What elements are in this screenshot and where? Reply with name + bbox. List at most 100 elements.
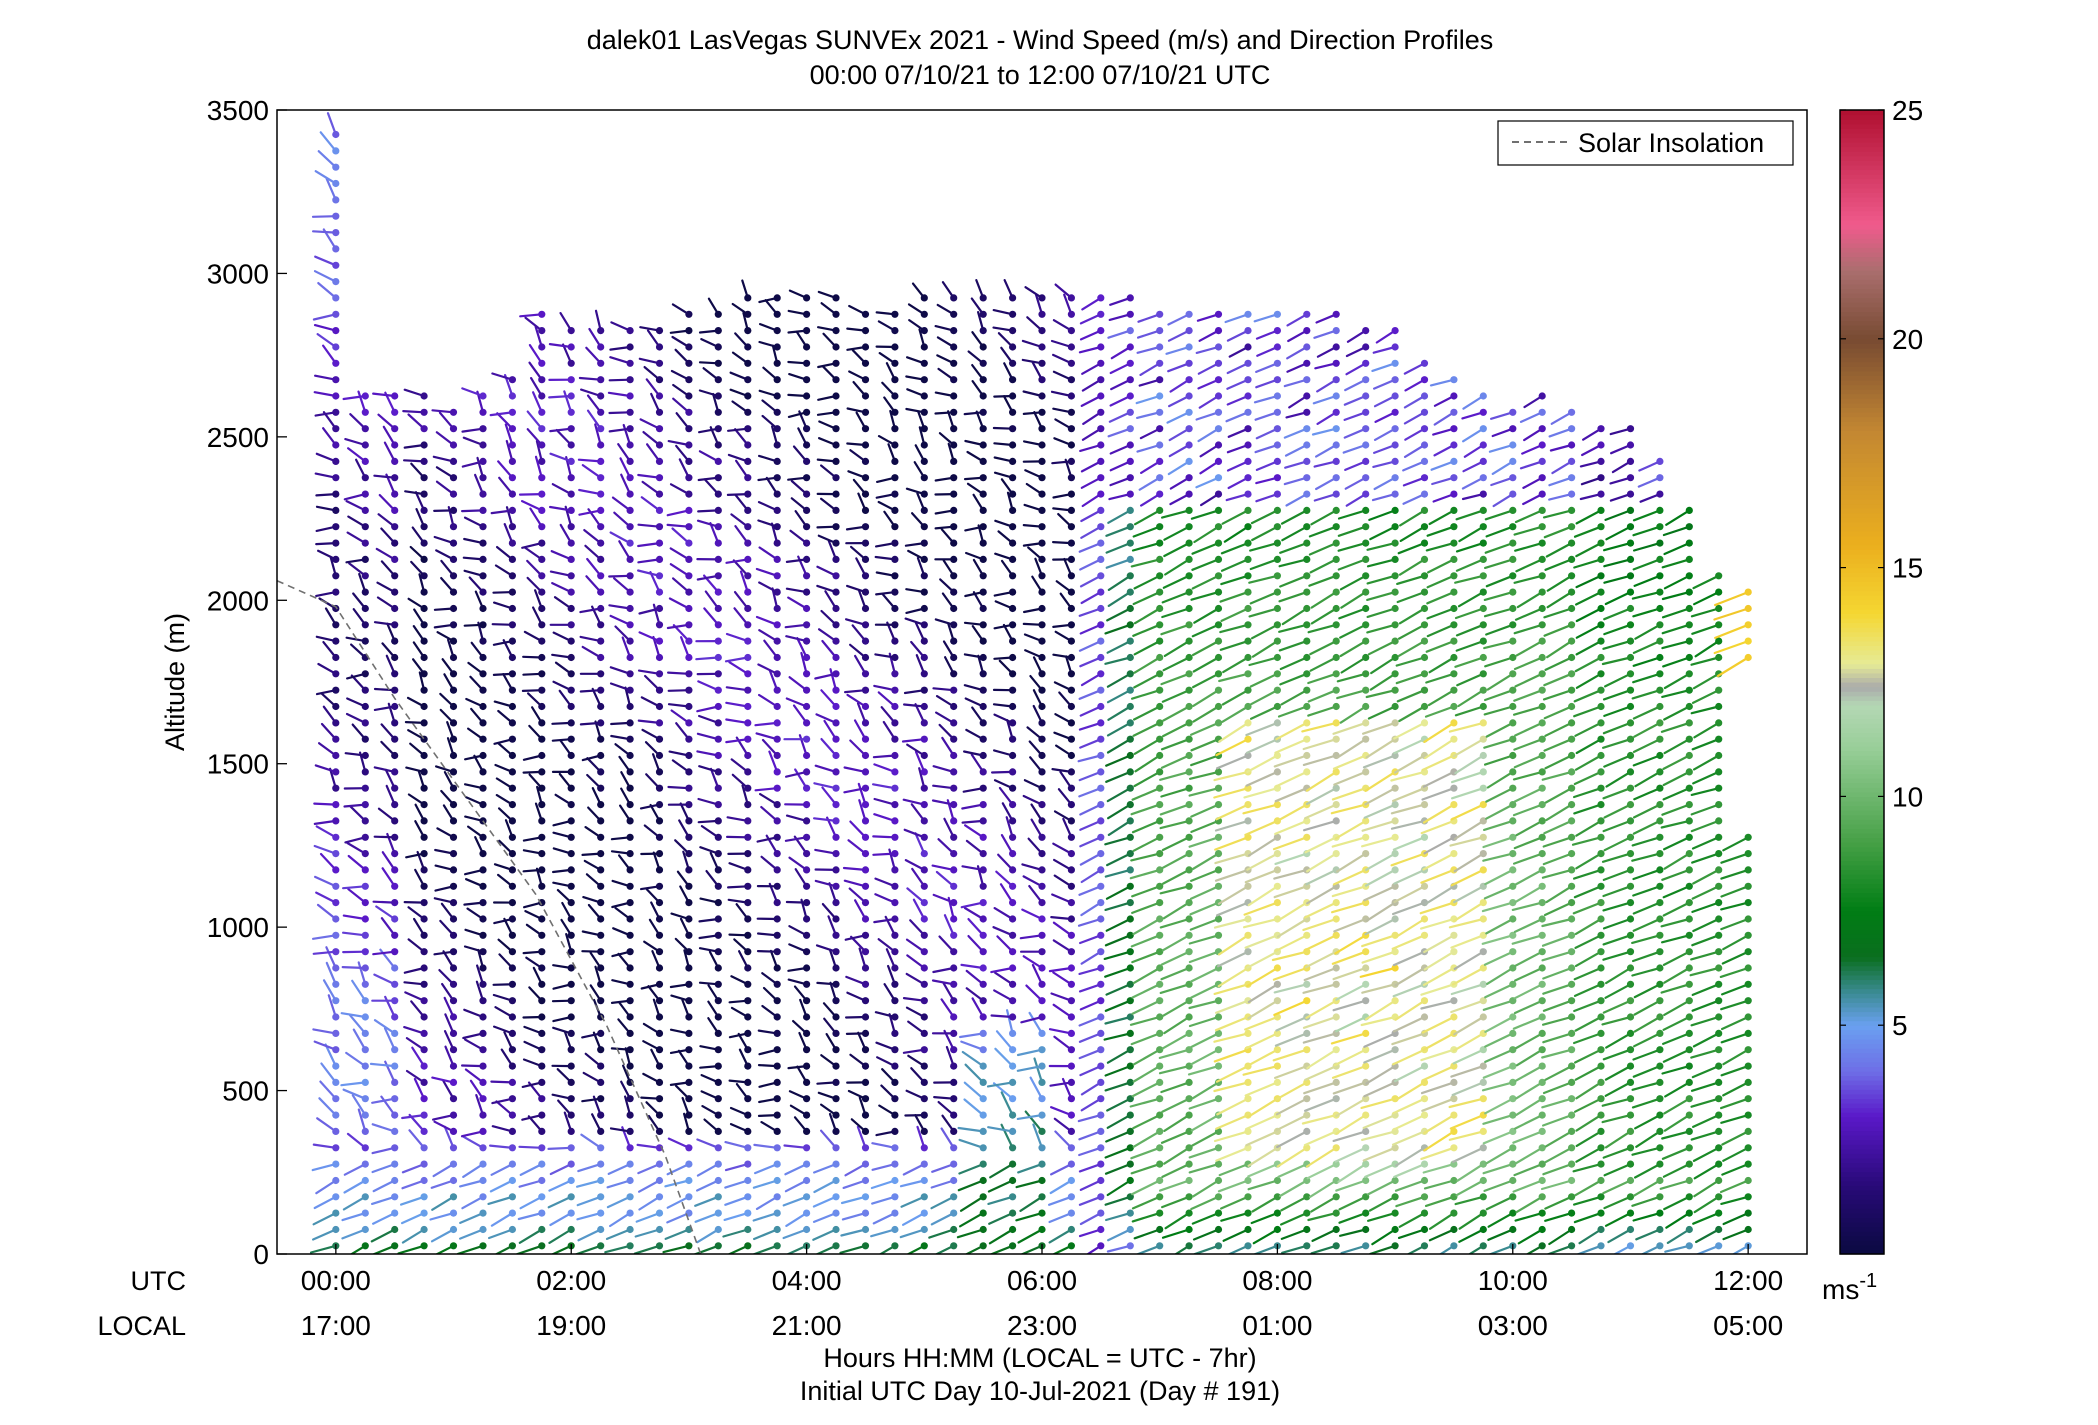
wind-barb-stick bbox=[1483, 885, 1514, 900]
wind-barb-stick bbox=[844, 1162, 867, 1177]
wind-barb-point bbox=[1479, 506, 1487, 514]
wind-barb-point bbox=[1214, 850, 1223, 858]
wind-barb-stick bbox=[1162, 656, 1191, 672]
wind-barb-point bbox=[1038, 735, 1046, 743]
wind-barb-point bbox=[920, 850, 928, 858]
wind-barb-point bbox=[773, 1225, 781, 1234]
wind-barb-point bbox=[655, 572, 664, 580]
wind-barb-stick bbox=[1244, 819, 1279, 837]
wind-barb-point bbox=[626, 784, 634, 792]
wind-barb-stick bbox=[649, 570, 661, 594]
wind-barb-stick bbox=[1573, 1211, 1603, 1224]
wind-barb-point bbox=[508, 408, 516, 416]
wind-barb-point bbox=[979, 882, 987, 890]
wind-barb-point bbox=[1303, 980, 1311, 988]
wind-barb-point bbox=[1479, 1209, 1487, 1217]
wind-barb-point bbox=[420, 621, 428, 629]
wind-barb-stick bbox=[1078, 1130, 1102, 1141]
wind-barb-point bbox=[361, 457, 369, 465]
wind-barb-point bbox=[1185, 523, 1193, 531]
wind-barb-point bbox=[655, 588, 664, 596]
wind-barb-stick bbox=[1308, 525, 1338, 538]
wind-barb-stick bbox=[371, 1146, 396, 1155]
wind-barb-point bbox=[1303, 702, 1311, 711]
wind-barb-stick bbox=[1575, 607, 1603, 623]
wind-barb-stick bbox=[1330, 1032, 1367, 1045]
wind-barb-point bbox=[1214, 1193, 1223, 1201]
wind-barb-point bbox=[685, 637, 693, 645]
wind-barb-point bbox=[803, 833, 811, 841]
wind-barb-stick bbox=[1424, 738, 1456, 760]
wind-barb-stick bbox=[1191, 1179, 1220, 1198]
wind-barb-point bbox=[1391, 506, 1399, 514]
wind-barb-stick bbox=[635, 1211, 661, 1223]
wind-barb-stick bbox=[823, 719, 838, 741]
wind-barb-stick bbox=[1214, 1015, 1250, 1032]
wind-barb-point bbox=[1214, 376, 1223, 384]
wind-barb-point bbox=[1597, 850, 1605, 858]
wind-barb-stick bbox=[604, 1244, 632, 1254]
wind-barb-point bbox=[1332, 1095, 1340, 1103]
wind-barb-point bbox=[803, 539, 811, 547]
wind-barb-point bbox=[950, 751, 958, 760]
wind-barb-stick bbox=[1313, 460, 1338, 468]
wind-barb-stick bbox=[342, 394, 367, 401]
wind-barb-point bbox=[832, 964, 840, 972]
wind-barb-stick bbox=[577, 458, 602, 463]
wind-barb-stick bbox=[1130, 803, 1161, 816]
wind-barb-point bbox=[861, 686, 870, 694]
wind-barb-stick bbox=[1130, 689, 1161, 700]
wind-barb-stick bbox=[930, 1211, 955, 1226]
wind-barb-stick bbox=[1572, 787, 1603, 799]
wind-barb-point bbox=[1538, 964, 1546, 972]
wind-barb-stick bbox=[1276, 1146, 1308, 1168]
wind-barb-point bbox=[1538, 1193, 1546, 1201]
wind-barb-stick bbox=[372, 1211, 396, 1225]
wind-barb-point bbox=[538, 1242, 546, 1250]
wind-barb-point bbox=[1597, 539, 1605, 547]
wind-barb-stick bbox=[1575, 1113, 1603, 1132]
wind-barb-point bbox=[1568, 1029, 1576, 1037]
wind-barb-point bbox=[950, 719, 958, 727]
wind-barb-point bbox=[1479, 702, 1487, 711]
wind-barb-point bbox=[1509, 801, 1517, 809]
wind-barb-point bbox=[1214, 604, 1223, 613]
wind-barb-point bbox=[1332, 359, 1340, 367]
wind-barb-point bbox=[1391, 539, 1399, 547]
wind-barb-point bbox=[744, 1242, 752, 1250]
wind-barb-stick bbox=[1364, 999, 1397, 1021]
wind-barb-point bbox=[479, 572, 487, 580]
wind-barb-point bbox=[1244, 801, 1252, 809]
wind-barb-stick bbox=[1512, 1179, 1544, 1193]
wind-barb-stick bbox=[1485, 1146, 1514, 1165]
wind-barb-stick bbox=[1110, 345, 1132, 360]
wind-barb-point bbox=[1038, 1078, 1046, 1086]
wind-barb-stick bbox=[1419, 917, 1456, 930]
wind-barb-point bbox=[803, 1095, 811, 1103]
wind-barb-stick bbox=[1303, 934, 1338, 952]
wind-barb-point bbox=[891, 686, 899, 694]
wind-barb-point bbox=[685, 1193, 693, 1201]
wind-barb-stick bbox=[1079, 313, 1102, 325]
wind-barb-stick bbox=[1398, 607, 1426, 625]
wind-barb-point bbox=[1126, 343, 1134, 351]
wind-barb-point bbox=[479, 980, 487, 988]
wind-barb-stick bbox=[1190, 1195, 1220, 1211]
wind-barb-stick bbox=[1278, 639, 1308, 652]
wind-barb-point bbox=[626, 343, 634, 351]
wind-barb-stick bbox=[1425, 541, 1456, 552]
wind-barb-stick bbox=[609, 531, 632, 545]
wind-barb-stick bbox=[578, 509, 602, 516]
wind-barb-point bbox=[920, 735, 928, 743]
wind-barb-point bbox=[508, 588, 516, 596]
wind-barb-point bbox=[1038, 1029, 1046, 1037]
wind-barb-stick bbox=[1448, 1097, 1485, 1109]
wind-barb-stick bbox=[1425, 672, 1456, 684]
wind-barb-stick bbox=[1541, 934, 1573, 947]
wind-barb-point bbox=[1273, 327, 1281, 335]
wind-barb-stick bbox=[1081, 296, 1102, 311]
wind-barb-stick bbox=[1484, 541, 1514, 554]
wind-barb-point bbox=[685, 1127, 693, 1135]
wind-barb-point bbox=[332, 653, 340, 662]
wind-barb-point bbox=[861, 1193, 870, 1201]
